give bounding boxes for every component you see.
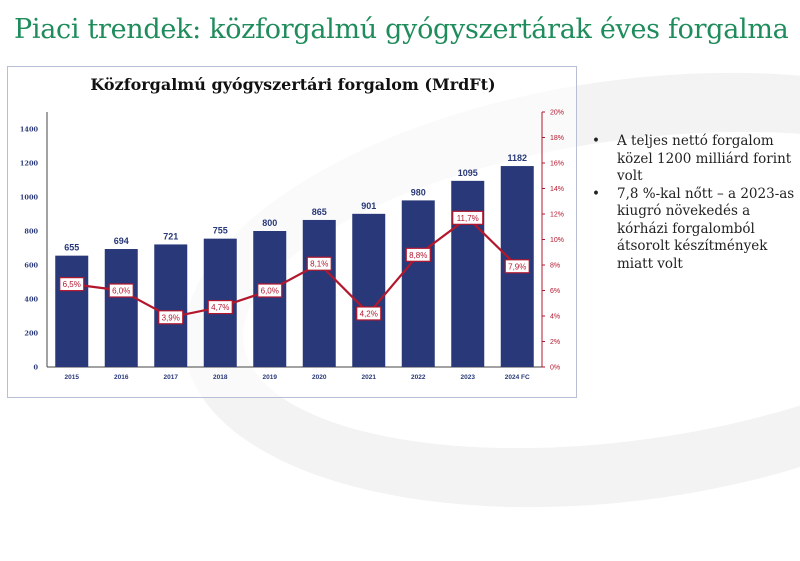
right-tick-label: 6%: [550, 288, 560, 295]
x-tick-label: 2024 FC: [505, 374, 530, 381]
growth-label: 6,5%: [63, 280, 81, 289]
x-tick-label: 2022: [411, 374, 426, 381]
bar: [253, 231, 287, 367]
bullet-item: 7,8 %-kal nőtt – a 2023-as kiugró növeke…: [590, 186, 800, 274]
bullet-list: A teljes nettó forgalom közel 1200 milli…: [590, 133, 800, 273]
chart-container: Közforgalmú gyógyszertári forgalom (MrdF…: [7, 66, 577, 398]
left-tick-label: 200: [24, 330, 38, 338]
right-tick-label: 18%: [550, 135, 564, 142]
growth-label: 8,1%: [310, 260, 328, 269]
bar: [451, 180, 485, 367]
right-tick-label: 16%: [550, 161, 564, 168]
bar-value-label: 980: [411, 187, 426, 197]
bullet-item: A teljes nettó forgalom közel 1200 milli…: [590, 133, 800, 186]
growth-label-box: [452, 210, 484, 225]
growth-label-box: [257, 283, 283, 298]
bar-value-label: 865: [312, 207, 327, 217]
growth-label: 6,0%: [112, 287, 130, 296]
right-tick-label: 4%: [550, 314, 560, 321]
bar: [104, 249, 138, 367]
growth-label-box: [306, 256, 332, 271]
bar-value-label: 721: [163, 231, 178, 241]
left-tick-label: 0: [33, 364, 38, 372]
combo-chart: 0 200 400 600 800 1000 1200 1400 0% 2% 4% 6% 8% 10% 12…: [20, 110, 564, 382]
bar-value-label: 1182: [507, 153, 527, 163]
growth-label-box: [207, 299, 233, 315]
growth-label: 8,8%: [409, 251, 427, 260]
right-tick-label: 2%: [550, 339, 560, 346]
left-tick-label: 400: [24, 296, 38, 304]
x-tick-label: 2017: [164, 374, 179, 381]
bar: [154, 244, 188, 367]
bar-value-label: 694: [114, 236, 129, 246]
growth-label: 11,7%: [457, 214, 479, 223]
bar-value-label: 1095: [458, 168, 478, 178]
bar: [55, 255, 89, 367]
growth-line: [71, 216, 519, 319]
chart-title: Közforgalmú gyógyszertári forgalom (MrdF…: [90, 75, 496, 94]
bar: [401, 200, 435, 367]
growth-label-box: [405, 247, 431, 262]
bar: [352, 213, 386, 367]
growth-label: 4,2%: [360, 309, 378, 318]
growth-label-box: [108, 283, 134, 298]
growth-label-box: [158, 310, 184, 325]
bar: [302, 219, 336, 367]
x-tick-label: 2023: [461, 374, 476, 381]
x-tick-label: 2015: [65, 374, 80, 381]
right-tick-label: 12%: [550, 212, 564, 219]
growth-label-box: [356, 306, 382, 321]
growth-label-box: [504, 259, 530, 274]
slide-title: Piaci trendek: közforgalmú gyógyszertára…: [14, 14, 789, 45]
left-tick-label: 600: [24, 262, 38, 270]
bar-value-label: 901: [361, 201, 376, 211]
left-tick-label: 1200: [20, 160, 39, 168]
right-tick-label: 20%: [550, 110, 564, 117]
left-tick-label: 1000: [20, 194, 39, 202]
right-tick-label: 10%: [550, 237, 564, 244]
right-tick-label: 14%: [550, 186, 564, 193]
x-tick-label: 2019: [263, 374, 278, 381]
growth-label: 3,9%: [162, 313, 180, 322]
growth-label: 6,0%: [261, 287, 279, 296]
x-tick-label: 2016: [114, 374, 129, 381]
growth-label: 4,7%: [211, 303, 229, 312]
growth-label: 7,9%: [508, 262, 526, 271]
growth-label-box: [59, 277, 85, 292]
left-tick-label: 1400: [20, 126, 39, 134]
bar-value-label: 655: [64, 243, 79, 253]
x-tick-label: 2020: [312, 374, 327, 381]
right-tick-label: 8%: [550, 263, 560, 270]
bar-value-label: 800: [262, 218, 277, 228]
x-tick-label: 2021: [362, 374, 377, 381]
bar-value-label: 755: [213, 226, 228, 236]
right-tick-label: 0%: [550, 365, 560, 372]
x-tick-label: 2018: [213, 374, 228, 381]
left-tick-label: 800: [24, 228, 38, 236]
